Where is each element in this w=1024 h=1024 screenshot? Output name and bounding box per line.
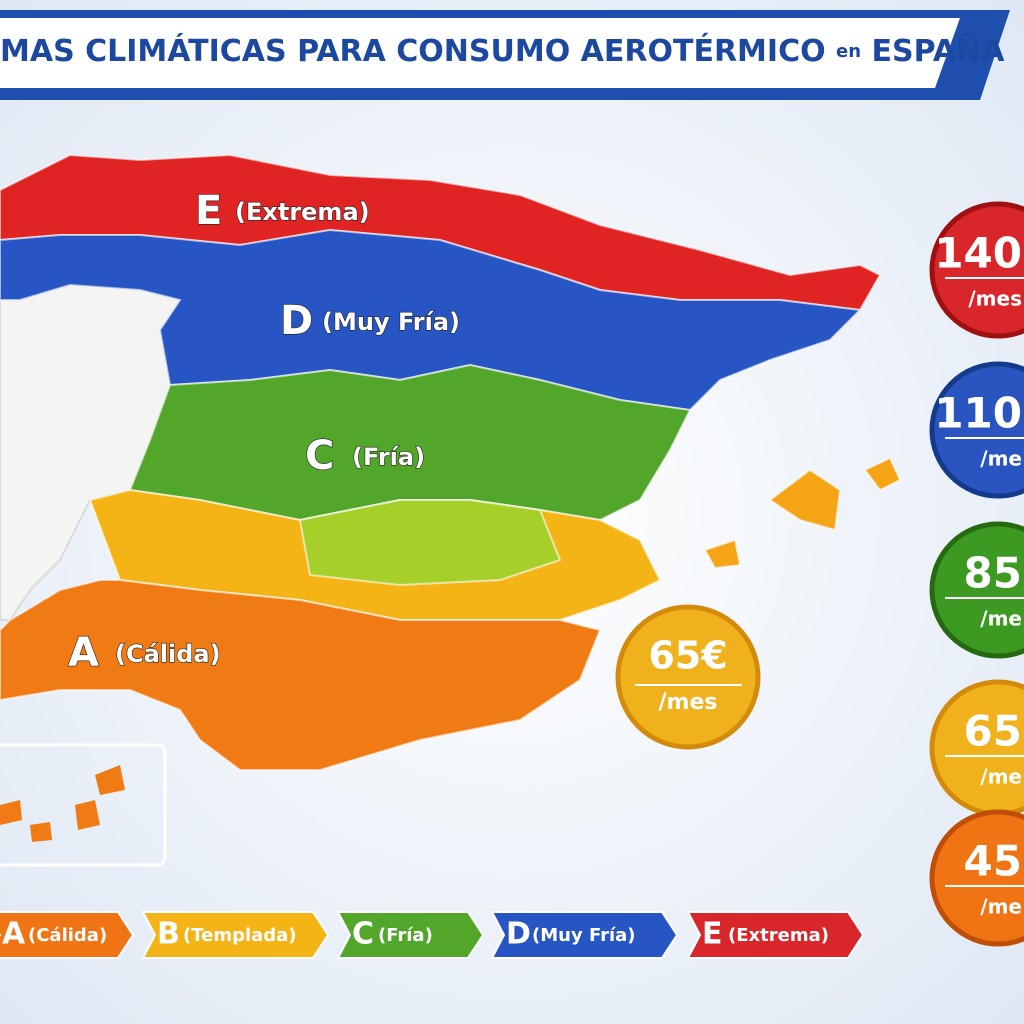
title-end: ESPAÑA	[872, 32, 1006, 69]
island	[0, 800, 22, 825]
zone-label: (Extrema)	[235, 198, 370, 226]
badge-amount: 140	[934, 229, 1022, 278]
island	[863, 456, 902, 492]
legend-label: (Muy Fría)	[532, 925, 636, 946]
legend-chip	[0, 911, 135, 959]
island	[30, 822, 52, 842]
canary-inset	[0, 743, 167, 867]
zone-letter: A	[68, 630, 99, 676]
badge-amount: 45	[964, 837, 1022, 886]
badge-amount: 65€	[648, 634, 727, 678]
badge-amount: 65	[964, 707, 1022, 756]
badge-unit: /me	[980, 895, 1022, 919]
legend-letter: C	[352, 917, 374, 952]
legend-chip	[141, 911, 330, 959]
island	[75, 800, 100, 830]
legend-chip	[336, 911, 485, 959]
badge-unit: /me	[980, 447, 1022, 471]
price-badge	[615, 604, 761, 750]
badge-unit: /mes	[659, 690, 718, 715]
legend-letter: D	[506, 917, 531, 952]
legend-letter: E	[702, 917, 723, 952]
title: MAS CLIMÁTICAS PARA CONSUMO AEROTÉRMICO …	[0, 32, 1005, 69]
banner-inner	[0, 18, 960, 88]
zone-a	[0, 579, 602, 771]
legend-label: (Fría)	[378, 925, 433, 946]
island	[703, 538, 742, 570]
price-badges: 140/mes 110/me 85/me 65/me 45/me	[929, 201, 1024, 947]
zone-letter: D	[280, 298, 313, 344]
zone-label: (Fría)	[352, 443, 425, 471]
badge-amount: 110	[934, 389, 1022, 438]
legend-letter: A	[2, 917, 26, 952]
badge-unit: /mes	[968, 287, 1022, 311]
title-small: en	[836, 41, 861, 62]
price-badge	[929, 201, 1024, 339]
zone-c-light	[298, 499, 562, 587]
legend-label: (Templada)	[183, 925, 297, 946]
zone-label: (Muy Fría)	[322, 308, 460, 336]
legend-label: (Cálida)	[28, 925, 107, 946]
price-badge	[929, 521, 1024, 659]
legend-chip	[490, 911, 679, 959]
legend-letter: B	[157, 917, 180, 952]
legend: A (Cálida) B (Templada) C (Fría) D (Muy Fría) E(…	[0, 911, 865, 959]
legend-label: (Extrema)	[728, 925, 829, 946]
island	[95, 765, 125, 795]
legend-chip	[686, 911, 865, 959]
zone-letter: E	[195, 188, 222, 234]
title-main: MAS CLIMÁTICAS PARA CONSUMO AEROTÉRMICO	[0, 33, 826, 69]
badge-unit: /me	[980, 765, 1022, 789]
island	[768, 468, 842, 532]
zone-label: (Cálida)	[115, 640, 221, 668]
map	[0, 153, 902, 771]
price-badge	[929, 361, 1024, 499]
canary-islands	[0, 765, 125, 842]
badge-unit: /me	[980, 607, 1022, 631]
badge-amount: 85	[964, 549, 1022, 598]
zone-letter: C	[305, 433, 334, 479]
price-badge	[929, 809, 1024, 947]
